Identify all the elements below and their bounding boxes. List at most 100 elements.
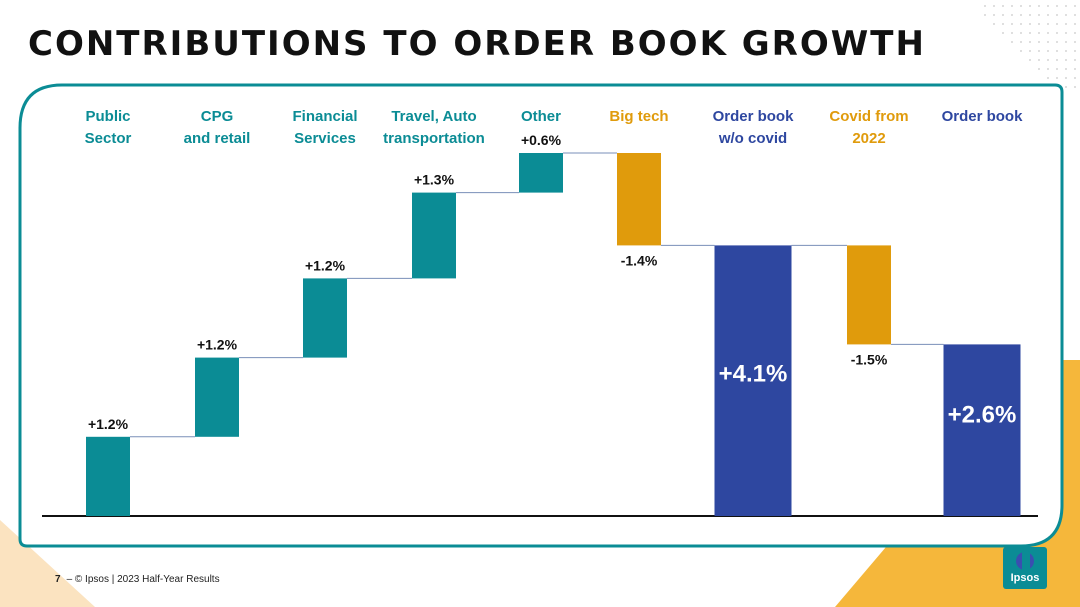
decor-dot bbox=[1047, 5, 1049, 7]
data-label-6: +4.1% bbox=[719, 360, 788, 387]
decor-dot bbox=[1020, 32, 1022, 34]
decor-dot bbox=[1065, 77, 1067, 79]
decor-dot bbox=[1038, 41, 1040, 43]
decor-dot bbox=[984, 5, 986, 7]
category-label-5: Big tech bbox=[609, 108, 668, 125]
logo-text: Ipsos bbox=[1010, 572, 1040, 584]
decor-dot bbox=[1065, 86, 1067, 88]
decor-dot bbox=[1056, 77, 1058, 79]
decor-dot bbox=[1038, 50, 1040, 52]
decor-dot bbox=[1002, 5, 1004, 7]
footer: 7– © Ipsos | 2023 Half-Year Results bbox=[55, 574, 220, 585]
decor-dot bbox=[1038, 14, 1040, 16]
decor-dot bbox=[1020, 5, 1022, 7]
decor-dot bbox=[1047, 23, 1049, 25]
decor-dot bbox=[1056, 5, 1058, 7]
data-label-1: +1.2% bbox=[197, 337, 238, 353]
category-label-6: Order book w/o covid bbox=[713, 108, 795, 147]
footer-separator: – bbox=[66, 574, 73, 585]
decor-dot bbox=[1011, 5, 1013, 7]
decor-dot bbox=[1056, 14, 1058, 16]
decor-dot bbox=[1047, 14, 1049, 16]
data-label-8: +2.6% bbox=[948, 401, 1017, 428]
bar-3 bbox=[412, 192, 456, 279]
bar-4 bbox=[519, 153, 563, 193]
data-label-7: -1.5% bbox=[851, 351, 888, 367]
decor-dot bbox=[1065, 68, 1067, 70]
decor-dot bbox=[1065, 50, 1067, 52]
decor-dot bbox=[1056, 59, 1058, 61]
dotted-pattern bbox=[984, 5, 1076, 88]
decor-dot bbox=[1002, 14, 1004, 16]
decor-dot bbox=[1056, 23, 1058, 25]
decor-dot bbox=[1011, 32, 1013, 34]
decor-dot bbox=[1074, 77, 1076, 79]
decor-dot bbox=[1011, 23, 1013, 25]
bar-0 bbox=[86, 436, 130, 516]
decor-dot bbox=[993, 14, 995, 16]
page-number: 7 bbox=[55, 574, 61, 585]
decor-dot bbox=[1029, 14, 1031, 16]
decor-dot bbox=[1065, 41, 1067, 43]
decor-dot bbox=[984, 14, 986, 16]
decor-dot bbox=[1056, 50, 1058, 52]
decor-dot bbox=[1047, 77, 1049, 79]
bar-6 bbox=[714, 245, 792, 516]
decor-dot bbox=[1056, 68, 1058, 70]
decor-dot bbox=[1074, 86, 1076, 88]
decor-dot bbox=[1074, 50, 1076, 52]
category-label-4: Other bbox=[521, 108, 561, 125]
decor-dot bbox=[1074, 23, 1076, 25]
decor-dot bbox=[1074, 5, 1076, 7]
decor-dot bbox=[1047, 59, 1049, 61]
decor-dot bbox=[1029, 5, 1031, 7]
decor-dot bbox=[1065, 32, 1067, 34]
decor-dot bbox=[1065, 5, 1067, 7]
decor-dot bbox=[1065, 23, 1067, 25]
category-label-8: Order book bbox=[942, 108, 1024, 125]
page-title: CONTRIBUTIONS TO ORDER BOOK GROWTH bbox=[28, 24, 926, 64]
decor-dot bbox=[1038, 5, 1040, 7]
decor-dot bbox=[1074, 59, 1076, 61]
decor-dot bbox=[1038, 68, 1040, 70]
bar-8 bbox=[943, 344, 1021, 516]
decor-dot bbox=[1074, 32, 1076, 34]
category-label-3: Travel, Auto transportation bbox=[383, 108, 485, 147]
decor-dot bbox=[1038, 59, 1040, 61]
logo-mark-cut bbox=[1022, 551, 1030, 571]
decor-dot bbox=[1011, 14, 1013, 16]
category-label-0: Public Sector bbox=[85, 108, 132, 147]
decor-dot bbox=[1056, 32, 1058, 34]
decor-dot bbox=[1029, 32, 1031, 34]
decor-dot bbox=[1047, 32, 1049, 34]
bar-7 bbox=[847, 245, 891, 345]
data-label-2: +1.2% bbox=[305, 257, 346, 273]
decor-dot bbox=[1074, 14, 1076, 16]
decor-dot bbox=[1029, 41, 1031, 43]
decor-dot bbox=[1047, 41, 1049, 43]
category-label-2: Financial Services bbox=[292, 108, 357, 147]
decor-dot bbox=[1020, 50, 1022, 52]
decor-dot bbox=[1020, 14, 1022, 16]
decor-dot bbox=[1020, 23, 1022, 25]
data-label-5: -1.4% bbox=[621, 252, 658, 268]
decor-dot bbox=[1047, 50, 1049, 52]
decor-dot bbox=[1029, 59, 1031, 61]
decor-dot bbox=[993, 23, 995, 25]
decor-dot bbox=[1029, 23, 1031, 25]
data-label-0: +1.2% bbox=[88, 416, 129, 432]
decor-dot bbox=[1056, 41, 1058, 43]
decor-dot bbox=[1002, 32, 1004, 34]
decor-dot bbox=[1020, 41, 1022, 43]
decor-dot bbox=[1038, 32, 1040, 34]
ipsos-logo: Ipsos bbox=[1003, 547, 1047, 589]
decor-dot bbox=[1074, 68, 1076, 70]
bar-2 bbox=[303, 278, 347, 358]
bar-1 bbox=[195, 357, 239, 437]
chart-frame bbox=[18, 83, 1064, 548]
decor-dot bbox=[1065, 14, 1067, 16]
bar-5 bbox=[617, 153, 661, 246]
decor-dot bbox=[1038, 23, 1040, 25]
decor-dot bbox=[1074, 41, 1076, 43]
